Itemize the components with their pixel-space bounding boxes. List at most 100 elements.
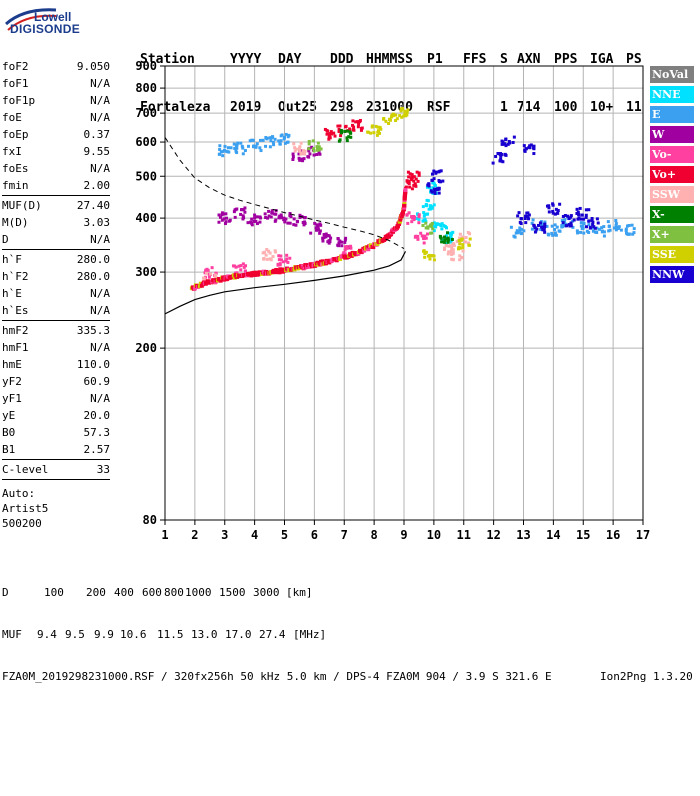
echo-point-ssw <box>274 250 278 254</box>
echo-point-w <box>258 220 262 224</box>
echo-point-w <box>292 223 296 227</box>
echo-point-e <box>219 150 223 154</box>
echo-point-w <box>314 226 318 230</box>
echo-point-e <box>632 231 636 235</box>
echo-point-vo- <box>416 234 420 238</box>
echo-point-w <box>298 215 302 219</box>
echo-point-vo- <box>343 248 347 252</box>
echo-point-nnw <box>494 155 498 159</box>
echo-point-ssw <box>298 149 302 153</box>
echo-point-e <box>255 142 259 146</box>
echo-point-sse <box>459 238 463 242</box>
echo-point-e <box>612 226 616 230</box>
echo-point-vo- <box>422 241 426 245</box>
auto-label: Auto: <box>2 487 36 500</box>
echo-point-nne <box>442 224 446 228</box>
echo-point-x- <box>347 135 351 139</box>
echo-point-w <box>322 233 326 237</box>
echo-point-nnw <box>500 142 504 146</box>
echo-point-ssw <box>264 253 268 257</box>
echo-point-nnw <box>590 217 594 221</box>
echo-point-nnw <box>519 217 523 221</box>
header-value-p1: RSF <box>427 100 451 115</box>
echo-point-e <box>519 232 523 236</box>
echo-point-w <box>241 214 245 218</box>
echo-point-vo- <box>408 172 412 176</box>
echo-point-vo- <box>419 231 423 235</box>
echo-point-nnw <box>591 223 595 227</box>
echo-point-vo- <box>237 264 241 268</box>
x-tick-label: 2 <box>191 528 198 542</box>
echo-point-nnw <box>438 169 442 173</box>
echo-point-nne <box>449 231 453 235</box>
echo-point-w <box>246 221 250 225</box>
echo-point-ssw <box>450 252 454 256</box>
echo-point-e <box>614 219 618 223</box>
echo-point-vo- <box>410 173 414 177</box>
echo-point-w <box>328 240 332 244</box>
y-tick-label: 900 <box>135 59 157 73</box>
echo-point-nnw <box>526 214 530 218</box>
param-value: N/A <box>90 287 110 300</box>
y-tick-label: 500 <box>135 169 157 183</box>
param-name: M(D) <box>2 216 29 229</box>
echo-point-x- <box>340 129 344 133</box>
echo-point-sse <box>406 108 410 112</box>
echo-point-sse <box>458 246 462 250</box>
echo-point-nnw <box>491 161 495 165</box>
param-row: foF1 N/A <box>2 75 110 92</box>
f2-trace-point <box>277 270 282 275</box>
footer-muf-value: 10.6 <box>120 628 147 641</box>
echo-point-w <box>312 153 316 157</box>
echo-point-nnw <box>538 221 542 225</box>
echo-point-vo- <box>343 245 347 249</box>
echo-point-w <box>317 223 321 227</box>
echo-point-nnw <box>437 186 441 190</box>
echo-point-nnw <box>502 142 506 146</box>
param-name: h`F2 <box>2 270 29 283</box>
echo-point-nne <box>434 222 438 226</box>
echo-point-w <box>302 157 306 161</box>
echo-point-w <box>301 159 305 163</box>
echo-point-e <box>235 146 239 150</box>
echo-point-vo- <box>333 134 337 138</box>
y-tick-label: 80 <box>143 513 157 527</box>
echo-point-nnw <box>584 215 588 219</box>
echo-point-w <box>274 212 278 216</box>
echo-point-w <box>217 213 221 217</box>
echo-point-w <box>277 216 281 220</box>
echo-point-w <box>303 220 307 224</box>
echo-point-sse <box>382 116 386 120</box>
footer-d-value: 3000 <box>253 586 280 599</box>
echo-point-nnw <box>584 213 588 217</box>
echo-point-nnw <box>553 212 557 216</box>
echo-point-vo- <box>352 125 356 129</box>
echo-point-sse <box>369 131 373 135</box>
echo-point-e <box>560 219 564 223</box>
echo-point-e <box>221 154 225 158</box>
echo-point-w <box>270 211 274 215</box>
echo-point-nnw <box>541 228 545 232</box>
echo-point-vo- <box>342 251 346 255</box>
legend-item-nne: NNE <box>650 86 694 103</box>
echo-point-nnw <box>590 218 594 222</box>
echo-point-w <box>336 237 340 241</box>
header-value-ps: 11 <box>626 100 642 115</box>
echo-point-vo- <box>233 264 237 268</box>
footer-d-value: 1500 <box>219 586 246 599</box>
echo-point-nnw <box>563 214 567 218</box>
echo-point-e <box>560 225 564 229</box>
echo-point-sse <box>429 254 433 258</box>
echo-point-e <box>597 227 601 231</box>
f2-trace-point <box>401 210 406 215</box>
echo-point-nnw <box>504 144 508 148</box>
param-name: foF1 <box>2 77 29 90</box>
param-value: 60.9 <box>83 375 111 388</box>
echo-point-vo- <box>414 184 418 188</box>
param-value: 57.3 <box>83 426 111 439</box>
echo-point-vo- <box>409 176 413 180</box>
echo-point-w <box>263 212 267 216</box>
echo-point-nnw <box>575 207 579 211</box>
echo-point-x- <box>317 145 321 149</box>
footer-d-value: 200 <box>86 586 106 599</box>
